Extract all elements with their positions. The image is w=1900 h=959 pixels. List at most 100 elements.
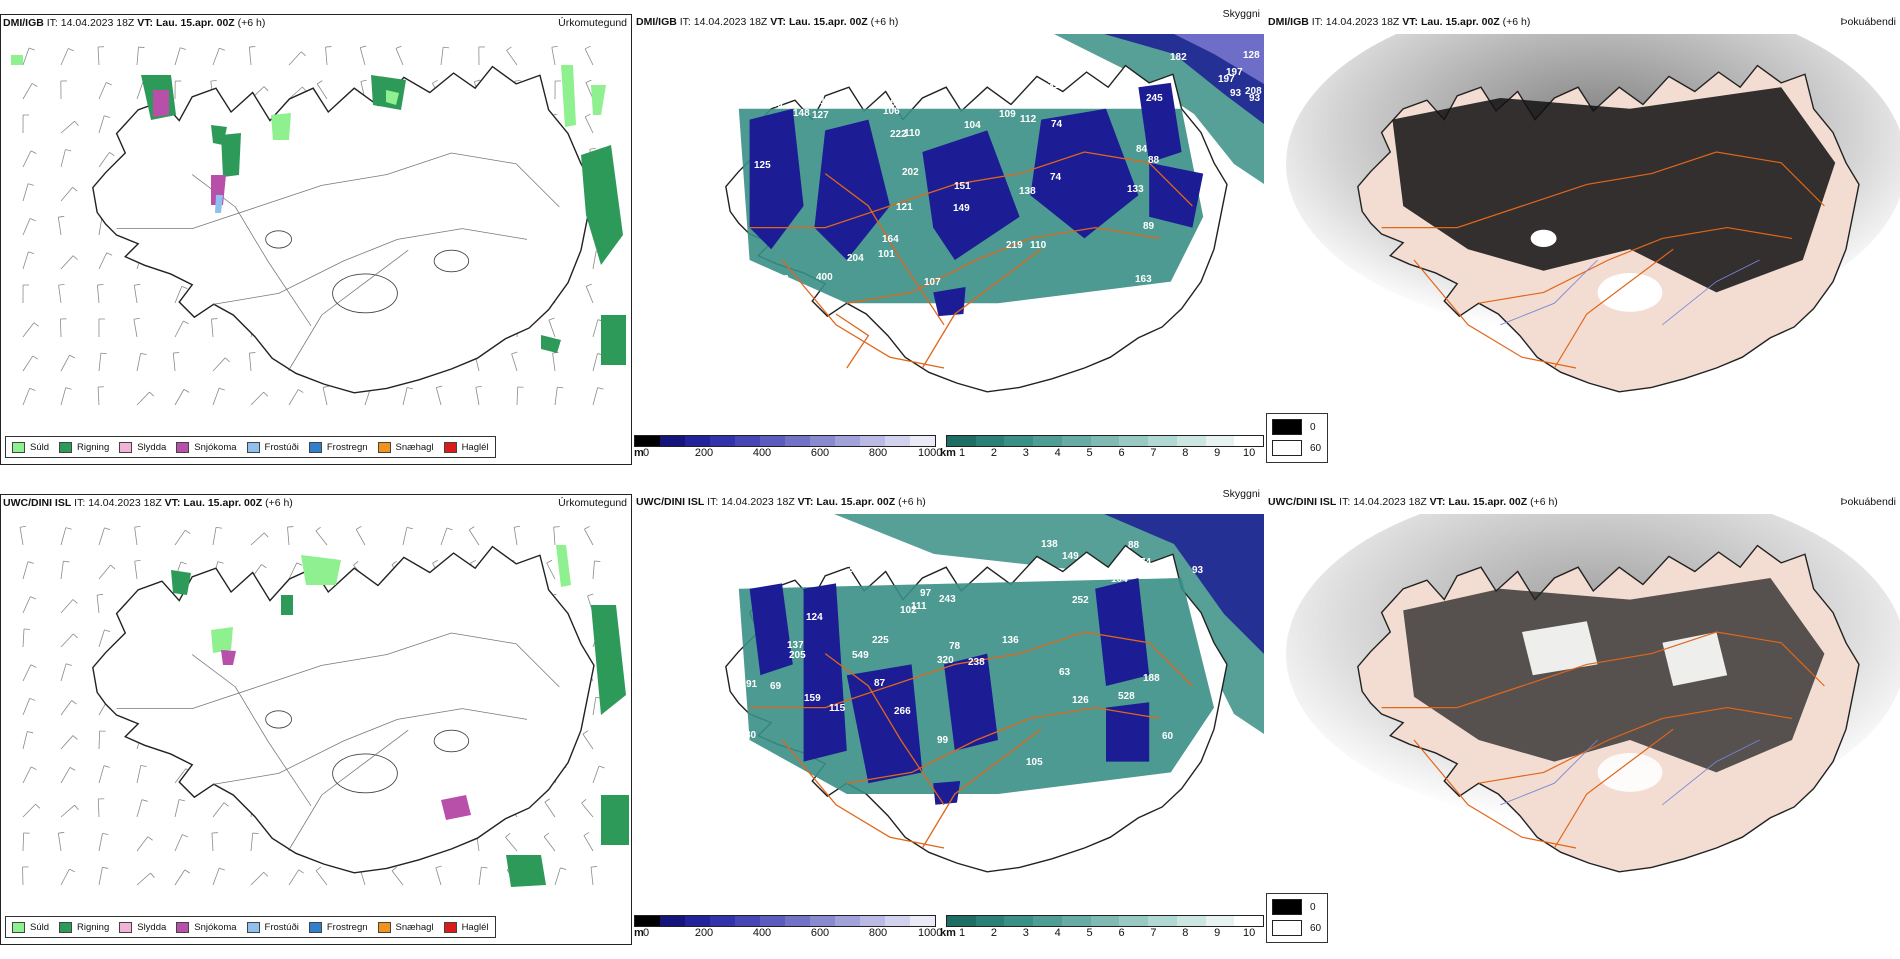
precip-map[interactable] xyxy=(1,515,631,925)
wind-barb xyxy=(586,286,593,303)
wind-barb xyxy=(61,664,66,681)
lead-time: (+6 h) xyxy=(265,497,293,509)
wind-barb-flag xyxy=(360,46,366,48)
cloud-base-label: 105 xyxy=(1026,757,1043,768)
legend-swatch xyxy=(12,922,25,933)
tick-label: 4 xyxy=(1055,447,1061,459)
wind-barb-flag xyxy=(30,597,35,599)
wind-barb xyxy=(23,833,24,851)
cloud-base-label: 104 xyxy=(964,120,981,131)
tick-label: 6 xyxy=(1118,927,1124,939)
wind-barb xyxy=(61,355,70,371)
cloud-base-label: 208 xyxy=(1245,86,1262,97)
cloud-base-label: 91 xyxy=(746,679,758,690)
vt-label: VT: xyxy=(798,496,814,508)
tick-label: 800 xyxy=(869,447,887,459)
wind-barb xyxy=(99,766,104,783)
wind-barb xyxy=(403,387,407,405)
cloud-base-label: 549 xyxy=(852,650,869,661)
wind-barb xyxy=(134,285,137,303)
wind-barb-flag xyxy=(58,216,64,217)
wind-barb-flag xyxy=(30,698,36,700)
wind-barb-flag xyxy=(474,80,480,82)
cloud-base-label: 60 xyxy=(1162,731,1174,742)
legend-swatch xyxy=(1272,440,1302,456)
wind-barb-flag xyxy=(549,318,555,320)
precip-map[interactable] xyxy=(1,35,631,445)
precip-type-legend: Súld Rigning Slydda Snjókoma Frostúði Fr… xyxy=(5,916,496,938)
wind-barb-flag xyxy=(436,866,442,868)
wind-barb-flag xyxy=(219,48,225,50)
wind-barb-flag xyxy=(29,48,35,50)
cloud-base-label: 149 xyxy=(953,203,970,214)
legend-label: 0 xyxy=(1310,422,1316,433)
wind-barb-flag xyxy=(106,83,111,85)
wind-barb-flag xyxy=(584,526,589,529)
wind-barb-flag xyxy=(264,872,268,876)
wind-barb xyxy=(212,833,213,851)
wind-barb xyxy=(585,117,593,133)
wind-barb-flag xyxy=(102,833,108,834)
wind-barb xyxy=(99,83,106,99)
wind-barb-flag xyxy=(356,526,361,529)
wind-barb-flag xyxy=(262,564,267,568)
wind-barb xyxy=(61,805,75,817)
wind-barb xyxy=(137,82,143,99)
panel-title: Þokuábendi xyxy=(1841,496,1896,508)
legend-swatch xyxy=(119,922,132,933)
wind-barb xyxy=(593,320,598,337)
init-time: 14.04.2023 18Z xyxy=(1326,16,1400,28)
legend-label: 60 xyxy=(1310,443,1321,454)
wind-barb xyxy=(213,358,225,371)
it-label: IT: xyxy=(680,16,691,28)
wind-barb-flag xyxy=(142,800,148,802)
wind-barb xyxy=(396,48,403,65)
wind-barb-flag xyxy=(32,83,37,86)
legend-item: Rigning xyxy=(59,442,109,453)
wind-barb xyxy=(137,800,142,817)
cloud-base-label: 112 xyxy=(820,96,837,107)
panel-header: DMI/IGB IT: 14.04.2023 18Z VT: Lau. 15.a… xyxy=(1268,16,1896,32)
wind-barb xyxy=(441,528,447,545)
wind-barb-flag xyxy=(72,700,77,704)
tick-label: 2 xyxy=(991,927,997,939)
fog-legend: 0 60 xyxy=(1266,893,1328,943)
wind-barb xyxy=(97,595,99,613)
legend-label: Súld xyxy=(30,922,49,933)
cloud-base-label: 120 xyxy=(786,556,803,567)
wind-barb-flag xyxy=(28,562,34,564)
wind-barb-flag xyxy=(588,594,594,596)
visibility-map[interactable]: 1068411288202891211309312710121922231274… xyxy=(634,34,1264,444)
wind-barb-flag xyxy=(179,799,185,800)
cloud-base-label: 204 xyxy=(847,253,864,264)
wind-barb xyxy=(23,597,30,613)
wind-barb xyxy=(213,388,219,405)
wind-barb xyxy=(251,833,253,851)
wind-barb xyxy=(99,152,109,167)
wind-barb-flag xyxy=(73,736,77,740)
wind-barb xyxy=(173,353,175,371)
cloud-base-label: 126 xyxy=(1072,695,1089,706)
fog-index-panel: DMI/IGB IT: 14.04.2023 18Z VT: Lau. 15.a… xyxy=(1266,14,1900,465)
tick-label: 5 xyxy=(1087,927,1093,939)
wind-barb-flag xyxy=(552,46,558,47)
fog-map[interactable] xyxy=(1266,514,1900,924)
wind-barb xyxy=(175,835,182,851)
legend-label: Frostúði xyxy=(265,442,299,453)
fog-map[interactable] xyxy=(1266,34,1900,444)
cloud-base-label: 127 xyxy=(812,110,829,121)
cloud-base-label: 136 xyxy=(1002,635,1019,646)
cloud-base-label: 124 xyxy=(806,612,823,623)
legend-swatch xyxy=(1272,899,1302,915)
wind-barb-flag xyxy=(150,873,154,877)
legend-swatch xyxy=(309,442,322,453)
wind-barb-flag xyxy=(58,832,64,833)
wind-barb xyxy=(98,799,99,817)
wind-barb-flag xyxy=(180,48,186,50)
wind-barb-flag xyxy=(297,563,302,566)
legend-item: Snæhagl xyxy=(378,922,434,933)
wind-barb xyxy=(99,353,101,371)
panel-header: DMI/IGB IT: 14.04.2023 18Z VT: Lau. 15.a… xyxy=(3,17,627,33)
wind-barb-flag xyxy=(104,528,110,530)
